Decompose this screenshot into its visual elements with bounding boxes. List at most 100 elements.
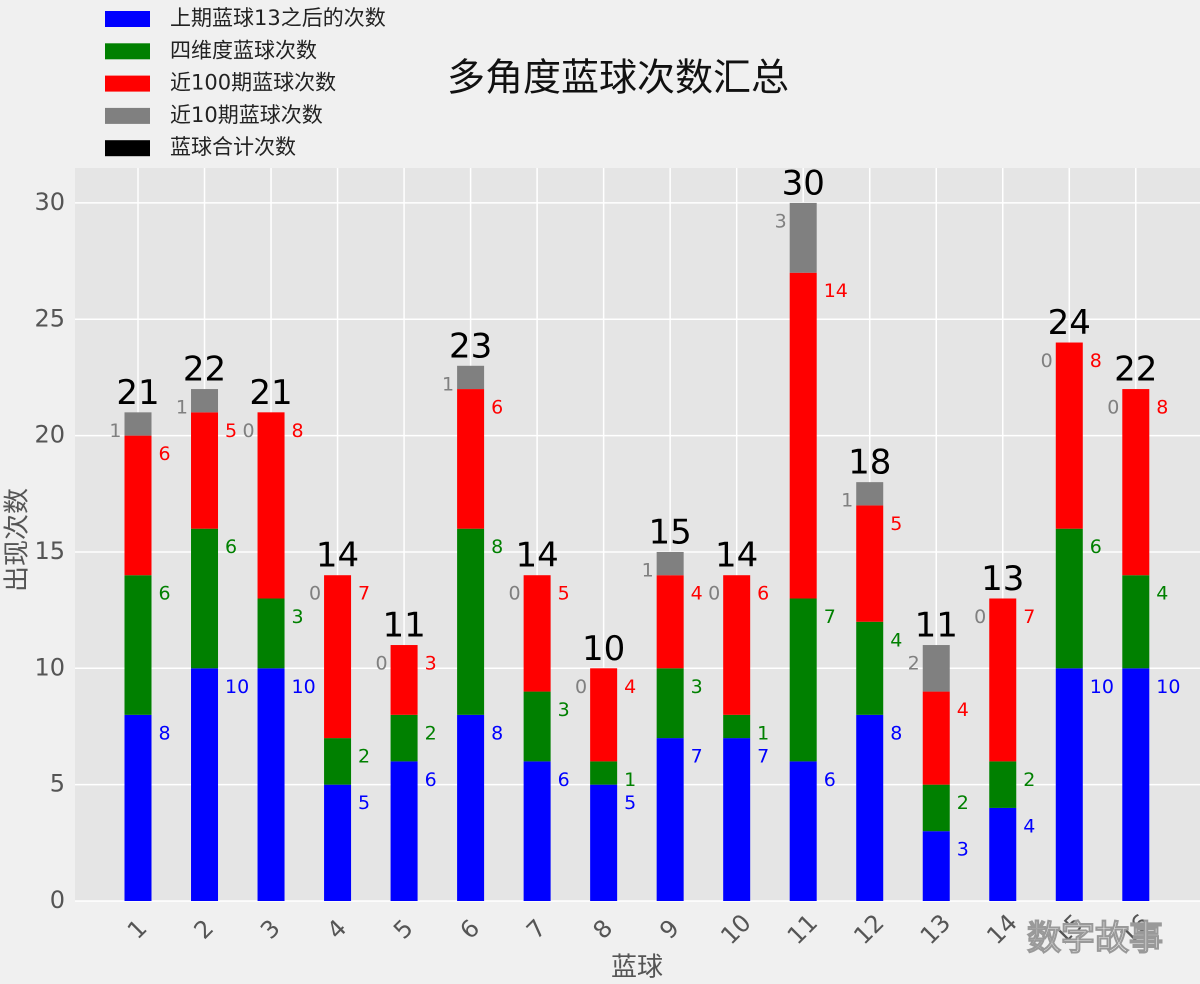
data-label: 6 <box>159 583 171 605</box>
data-label: 3 <box>292 606 304 628</box>
bar-segment <box>457 365 485 390</box>
data-label: 1 <box>176 397 188 419</box>
total-label: 11 <box>382 606 425 646</box>
bar-segment <box>1055 528 1083 669</box>
total-label: 14 <box>316 536 359 576</box>
total-label: 21 <box>116 373 159 413</box>
data-label: 0 <box>575 676 587 698</box>
data-label: 14 <box>824 280 848 302</box>
data-label: 1 <box>642 559 654 581</box>
bar-segment <box>457 714 485 901</box>
data-label: 6 <box>425 769 437 791</box>
bar-segment <box>989 761 1017 808</box>
bar-segment <box>590 668 618 762</box>
bar-segment <box>656 575 684 669</box>
bar-segment <box>124 435 152 576</box>
data-label: 2 <box>1023 769 1035 791</box>
bar-segment <box>723 575 751 715</box>
legend-label: 上期蓝球13之后的次数 <box>170 6 386 30</box>
watermark: 数字故事 <box>1027 919 1163 959</box>
bar-segment <box>856 482 884 506</box>
legend-swatch <box>105 107 150 124</box>
bars <box>124 202 1150 901</box>
bar-segment <box>257 412 285 599</box>
bar-segment <box>989 807 1017 901</box>
legend-label: 四维度蓝球次数 <box>170 38 317 62</box>
bar-segment <box>523 691 551 762</box>
labels: 8661211065122103802152701462301188612363… <box>109 163 1180 860</box>
y-tick-label: 10 <box>34 653 65 681</box>
bar-segment <box>124 714 152 901</box>
bar-segment <box>656 738 684 901</box>
bar-segment <box>191 528 219 669</box>
data-label: 3 <box>775 210 787 232</box>
bar-segment <box>922 831 950 901</box>
data-label: 5 <box>225 420 237 442</box>
bar-segment <box>324 784 352 901</box>
bar-segment <box>523 575 551 692</box>
total-label: 15 <box>649 512 692 552</box>
bar-segment <box>390 645 418 715</box>
bar-segment <box>856 505 884 622</box>
data-label: 0 <box>375 653 387 675</box>
data-label: 8 <box>159 722 171 744</box>
legend-label: 近10期蓝球次数 <box>170 103 323 127</box>
bar-segment <box>1122 389 1150 576</box>
data-label: 5 <box>358 792 370 814</box>
data-label: 7 <box>358 583 370 605</box>
data-label: 8 <box>1156 397 1168 419</box>
legend-swatch <box>105 43 150 60</box>
total-label: 23 <box>449 326 492 366</box>
data-label: 1 <box>624 769 636 791</box>
data-label: 0 <box>309 583 321 605</box>
total-label: 18 <box>848 443 891 483</box>
data-label: 3 <box>425 653 437 675</box>
data-label: 10 <box>292 676 316 698</box>
legend-swatch <box>105 75 150 92</box>
bar-segment <box>989 598 1017 762</box>
data-label: 4 <box>691 583 703 605</box>
bar-segment <box>656 551 684 576</box>
data-label: 6 <box>824 769 836 791</box>
data-label: 1 <box>841 490 853 512</box>
bar-segment <box>789 761 817 901</box>
bar-segment <box>457 389 485 529</box>
total-label: 22 <box>1114 350 1157 390</box>
data-label: 6 <box>558 769 570 791</box>
data-label: 10 <box>1090 676 1114 698</box>
data-label: 0 <box>1041 350 1053 372</box>
data-label: 3 <box>957 839 969 861</box>
bar-segment <box>457 528 485 715</box>
bar-segment <box>1122 668 1150 901</box>
data-label: 10 <box>1156 676 1180 698</box>
bar-segment <box>523 761 551 901</box>
data-label: 8 <box>890 722 902 744</box>
y-tick-label: 25 <box>34 304 65 332</box>
bar-segment <box>922 645 950 692</box>
data-label: 1 <box>109 420 121 442</box>
total-label: 14 <box>715 536 758 576</box>
data-label: 4 <box>1156 583 1168 605</box>
total-label: 14 <box>515 536 558 576</box>
data-label: 10 <box>225 676 249 698</box>
data-label: 2 <box>425 722 437 744</box>
data-label: 0 <box>509 583 521 605</box>
bar-segment <box>789 598 817 762</box>
y-tick-label: 20 <box>34 421 65 449</box>
data-label: 7 <box>824 606 836 628</box>
bar-segment <box>257 668 285 901</box>
bar-segment <box>257 598 285 669</box>
bar-segment <box>789 272 817 599</box>
bar-segment <box>590 761 618 785</box>
data-label: 8 <box>491 722 503 744</box>
data-label: 3 <box>691 676 703 698</box>
legend-label: 近100期蓝球次数 <box>170 71 336 95</box>
y-tick-label: 5 <box>50 770 65 798</box>
y-axis-label: 出现次数 <box>3 488 33 592</box>
bar-segment <box>324 575 352 739</box>
bar-segment <box>124 412 152 436</box>
data-label: 5 <box>558 583 570 605</box>
chart-title: 多角度蓝球次数汇总 <box>447 56 789 100</box>
bar-segment <box>656 668 684 739</box>
